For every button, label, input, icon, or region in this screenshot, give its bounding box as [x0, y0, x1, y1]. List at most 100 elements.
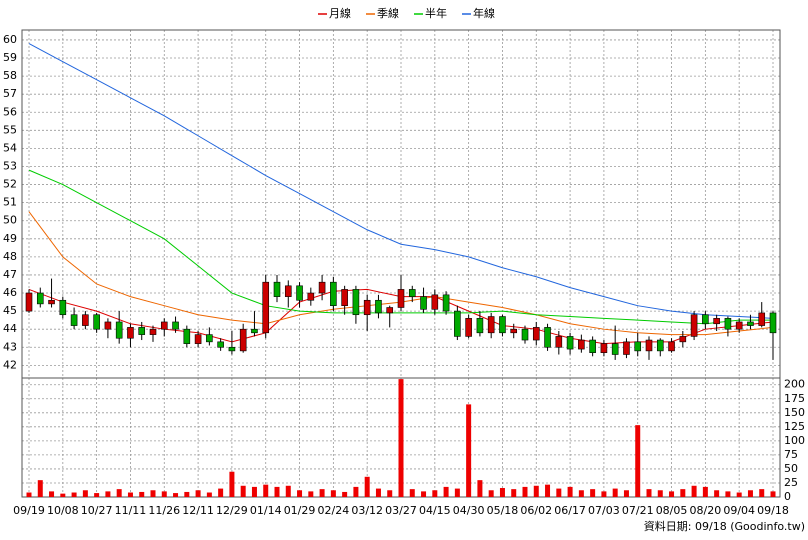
volume-bar: [770, 491, 776, 497]
candle-body: [532, 327, 540, 341]
x-tick-label: 04/30: [453, 504, 485, 517]
x-tick-label: 03/27: [385, 504, 417, 517]
volume-bar: [274, 486, 280, 497]
candle-body: [307, 292, 315, 301]
y2-tick-label: 150: [784, 406, 805, 419]
candle-body: [262, 281, 270, 334]
y2-tick-label: 50: [784, 462, 798, 475]
y2-tick-label: 25: [784, 476, 798, 489]
x-tick-label: 09/19: [13, 504, 45, 517]
ma-line: [28, 43, 774, 319]
candle-body: [330, 281, 337, 306]
x-tick-label: 08/05: [656, 504, 688, 517]
candle-body: [127, 327, 134, 339]
x-tick-label: 09/18: [757, 504, 789, 517]
volume-bar: [635, 425, 641, 497]
candle-body: [194, 334, 202, 344]
volume-bar: [184, 491, 190, 497]
volume-bar: [556, 488, 562, 497]
y-tick-label: 48: [3, 250, 17, 263]
candle-body: [724, 318, 732, 330]
candle-body: [251, 328, 258, 334]
x-tick-label: 01/14: [250, 504, 282, 517]
volume-bar: [330, 490, 336, 497]
y2-tick-label: 100: [784, 434, 805, 447]
candle-body: [104, 321, 112, 330]
candle-body: [442, 294, 450, 312]
candle-body: [273, 281, 281, 297]
candle-body: [431, 294, 439, 310]
volume-bar: [240, 485, 246, 497]
candle-body: [59, 299, 67, 316]
volume-bar: [443, 486, 449, 497]
y-tick-label: 52: [3, 178, 17, 191]
volume-bar: [71, 492, 77, 497]
volume-bar: [454, 488, 460, 497]
volume-bar: [657, 490, 663, 497]
candle-body: [160, 321, 168, 330]
legend-label: 月線: [329, 6, 351, 20]
candle-body: [70, 314, 78, 326]
y-tick-label: 56: [3, 105, 17, 118]
y-tick-label: 60: [3, 33, 17, 46]
volume-bar: [612, 488, 618, 497]
volume-bar: [601, 491, 607, 497]
x-tick-label: 04/15: [419, 504, 451, 517]
candle-body: [713, 318, 720, 325]
volume-bar: [218, 488, 224, 497]
x-tick-label: 07/21: [622, 504, 654, 517]
volume-bar: [26, 492, 32, 497]
volume-bar: [161, 491, 167, 497]
candle-body: [115, 321, 123, 339]
candle-body: [296, 285, 303, 301]
candle-body: [690, 314, 698, 337]
y-tick-label: 42: [3, 358, 17, 371]
candle-body: [758, 312, 766, 326]
candle-body: [82, 314, 89, 326]
candle-body: [589, 339, 596, 353]
candle-body: [578, 339, 585, 350]
x-tick-label: 02/24: [318, 504, 350, 517]
candle-body: [679, 336, 687, 343]
candle-body: [465, 318, 472, 337]
y2-tick-label: 75: [784, 448, 798, 461]
candle-body: [499, 316, 506, 334]
candle-body: [645, 339, 653, 352]
x-tick-label: 05/18: [487, 504, 519, 517]
volume-bar: [82, 490, 88, 497]
source-note: 資料日期: 09/18 (Goodinfo.tw): [644, 519, 805, 533]
x-tick-label: 11/26: [148, 504, 180, 517]
candle-body: [239, 328, 247, 352]
candle-body: [487, 316, 495, 334]
candle-body: [149, 328, 157, 335]
volume-bar: [590, 489, 596, 497]
candle-body: [183, 328, 191, 344]
candle-body: [600, 343, 608, 353]
candle-body: [284, 285, 292, 297]
volume-bar: [319, 489, 325, 497]
candle-body: [228, 346, 236, 352]
candle-body: [747, 321, 754, 326]
volume-bar: [105, 491, 111, 497]
volume-bar: [353, 486, 359, 497]
ma-line: [28, 169, 773, 325]
y-tick-label: 59: [3, 51, 17, 64]
x-tick-label: 09/04: [723, 504, 755, 517]
volume-bar: [364, 476, 370, 497]
x-tick-label: 12/29: [216, 504, 248, 517]
volume-bar: [127, 492, 133, 497]
candle-body: [611, 343, 619, 355]
candle-body: [521, 328, 529, 341]
volume-bar: [206, 492, 212, 497]
candle-body: [386, 307, 394, 314]
candle-body: [341, 289, 348, 306]
y-tick-label: 53: [3, 159, 17, 172]
volume-bar: [578, 490, 584, 497]
x-tick-label: 07/03: [588, 504, 620, 517]
candle-body: [555, 336, 563, 348]
candle-body: [668, 341, 675, 352]
candle-body: [623, 341, 630, 355]
legend-label: 年線: [473, 6, 495, 20]
y-tick-label: 47: [3, 268, 17, 281]
